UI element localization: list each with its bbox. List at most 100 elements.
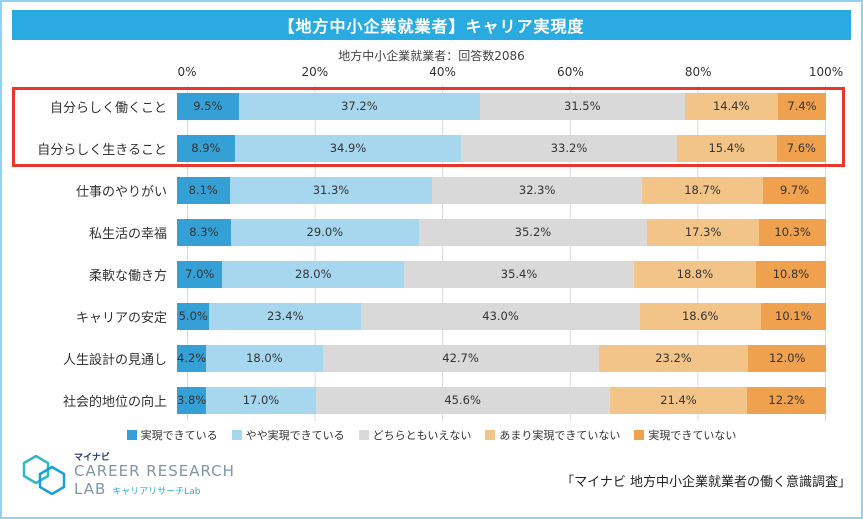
row-bars: 8.1% 31.3% 32.3% 18.7% 9.7% xyxy=(177,176,826,204)
bar-segment: 28.0% xyxy=(222,260,405,288)
bar-segment: 17.0% xyxy=(206,386,316,414)
bar-segment: 23.2% xyxy=(598,344,749,372)
bar-segment: 8.3% xyxy=(177,218,231,246)
legend-marker xyxy=(485,430,496,440)
row-label: 自分らしく働くこと xyxy=(49,100,167,116)
chart-row: 私生活の幸福 8.3% 29.0% 35.2% 17.3% 10.3% xyxy=(12,211,851,253)
axis-tick: 40% xyxy=(429,65,456,79)
bar-segment: 12.2% xyxy=(747,386,826,414)
chart-rows: 自分らしく働くこと 9.5% 37.2% 31.5% 14.4% 7.4% 自分らしく生きる… xyxy=(12,85,851,421)
bar-segment: 15.4% xyxy=(676,134,777,162)
chart-row: 自分らしく働くこと 9.5% 37.2% 31.5% 14.4% 7.4% xyxy=(12,85,851,127)
legend-label: 実現できていない xyxy=(648,429,737,442)
row-bars: 9.5% 37.2% 31.5% 14.4% 7.4% xyxy=(177,92,826,120)
legend-label: 実現できている xyxy=(140,429,218,442)
logo-mynavi: マイナビ xyxy=(74,453,110,463)
row-label: 柔軟な働き方 xyxy=(88,268,167,284)
logo-sub: キャリアリサーチLab xyxy=(112,486,201,497)
bar-segment: 35.2% xyxy=(418,218,648,246)
legend-marker xyxy=(231,430,242,440)
title-bar: 【地方中小企業就業者】キャリア実現度 xyxy=(12,10,851,40)
bar-segment: 21.4% xyxy=(609,386,748,414)
bar-segment: 10.1% xyxy=(760,302,827,330)
chart-row: 社会的地位の向上 3.8% 17.0% 45.6% 21.4% 12.2% xyxy=(12,379,851,421)
row-label: キャリアの安定 xyxy=(75,310,167,326)
legend-label: やや実現できている xyxy=(245,429,345,442)
bar-segment: 18.6% xyxy=(639,302,761,330)
row-bars: 7.0% 28.0% 35.4% 18.8% 10.8% xyxy=(177,260,827,288)
legend-item: やや実現できている xyxy=(231,427,345,443)
row-bars: 5.0% 23.4% 43.0% 18.6% 10.1% xyxy=(177,302,827,330)
axis-tick: 20% xyxy=(301,65,329,79)
bar-segment: 4.2% xyxy=(177,344,207,372)
bar-segment: 33.2% xyxy=(461,134,677,162)
bar-segment: 8.1% xyxy=(177,176,230,204)
bar-segment: 18.7% xyxy=(641,176,764,204)
bar-segment: 35.4% xyxy=(404,260,634,288)
bar-segment: 8.9% xyxy=(177,134,235,162)
legend-item: 実現できていない xyxy=(634,427,736,443)
x-axis: 0% 20% 40% 60% 80% 100% xyxy=(177,65,843,82)
bar-segment: 31.5% xyxy=(480,92,685,120)
bar-segment: 3.8% xyxy=(177,386,207,414)
bar-segment: 7.6% xyxy=(776,134,827,162)
chart-row: 自分らしく生きること 8.9% 34.9% 33.2% 15.4% 7.6% xyxy=(12,127,851,169)
chart-subtitle: 地方中小企業就業者：回答数2086 xyxy=(338,49,525,63)
legend: 実現できている やや実現できている どちらともいえない あまり実現できていない 実現でき… xyxy=(12,427,851,443)
bar-segment: 9.5% xyxy=(177,92,239,120)
bar-segment: 10.3% xyxy=(759,218,826,246)
row-bars: 4.2% 18.0% 42.7% 23.2% 12.0% xyxy=(177,344,826,372)
axis-tick: 0% xyxy=(177,65,197,79)
bar-segment: 14.4% xyxy=(684,92,778,120)
bar-segment: 7.4% xyxy=(777,92,826,120)
bar-segment: 10.8% xyxy=(755,260,827,288)
logo-mark xyxy=(22,455,66,496)
chart-row: キャリアの安定 5.0% 23.4% 43.0% 18.6% 10.1% xyxy=(12,295,851,337)
bar-segment: 7.0% xyxy=(177,260,223,288)
row-label: 人生設計の見通し xyxy=(62,352,167,368)
footer: マイナビ CAREER RESEARCH LAB キャリアリサーチLab 「マイ… xyxy=(12,453,851,498)
row-label: 仕事のやりがい xyxy=(75,184,167,200)
bar-segment: 31.3% xyxy=(229,176,433,204)
bar-segment: 23.4% xyxy=(209,302,362,330)
legend-label: あまり実現できていない xyxy=(499,429,621,442)
bar-segment: 32.3% xyxy=(432,176,642,204)
row-label: 社会的地位の向上 xyxy=(62,394,167,410)
legend-marker xyxy=(126,430,137,440)
bar-segment: 5.0% xyxy=(177,302,210,330)
logo-career: CAREER RESEARCH xyxy=(74,462,235,481)
bar-segment: 34.9% xyxy=(234,134,462,162)
bar-segment: 9.7% xyxy=(763,176,826,204)
row-bars: 8.9% 34.9% 33.2% 15.4% 7.6% xyxy=(177,134,827,162)
legend-item: あまり実現できていない xyxy=(485,427,620,443)
axis-tick: 100% xyxy=(808,65,844,79)
logo-text: マイナビ CAREER RESEARCH LAB キャリアリサーチLab xyxy=(74,453,235,498)
bar-segment: 18.8% xyxy=(633,260,756,288)
chart-area: 0% 20% 40% 60% 80% 100% 自分らしく働くこと 9.5% 37.2% 31.… xyxy=(12,65,851,421)
legend-marker xyxy=(634,430,645,440)
legend-item: どちらともいえない xyxy=(358,427,472,443)
logo-lab-row: LAB キャリアリサーチLab xyxy=(74,479,235,498)
axis-tick: 60% xyxy=(557,65,584,79)
row-label: 自分らしく生きること xyxy=(37,142,167,158)
row-label: 私生活の幸福 xyxy=(88,226,167,242)
logo: マイナビ CAREER RESEARCH LAB キャリアリサーチLab xyxy=(12,453,235,498)
bar-segment: 12.0% xyxy=(748,344,826,372)
plot: 自分らしく働くこと 9.5% 37.2% 31.5% 14.4% 7.4% 自分らしく生きる… xyxy=(12,85,851,421)
logo-lab: LAB xyxy=(74,479,107,498)
bar-segment: 45.6% xyxy=(315,386,610,414)
bar-segment: 17.3% xyxy=(647,218,760,246)
bar-segment: 42.7% xyxy=(322,344,599,372)
legend-label: どちらともいえない xyxy=(372,429,472,442)
page-title: 【地方中小企業就業者】キャリア実現度 xyxy=(278,17,585,36)
chart-row: 人生設計の見通し 4.2% 18.0% 42.7% 23.2% 12.0% xyxy=(12,337,851,379)
axis-tick: 80% xyxy=(684,65,712,79)
source-citation: 「マイナビ 地方中小企業就業者の働く意識調査」 xyxy=(561,474,851,490)
bar-segment: 18.0% xyxy=(206,344,323,372)
bar-segment: 43.0% xyxy=(361,302,640,330)
row-bars: 3.8% 17.0% 45.6% 21.4% 12.2% xyxy=(177,386,826,414)
bar-segment: 29.0% xyxy=(230,218,419,246)
chart-row: 柔軟な働き方 7.0% 28.0% 35.4% 18.8% 10.8% xyxy=(12,253,851,295)
bar-segment: 37.2% xyxy=(238,92,481,120)
